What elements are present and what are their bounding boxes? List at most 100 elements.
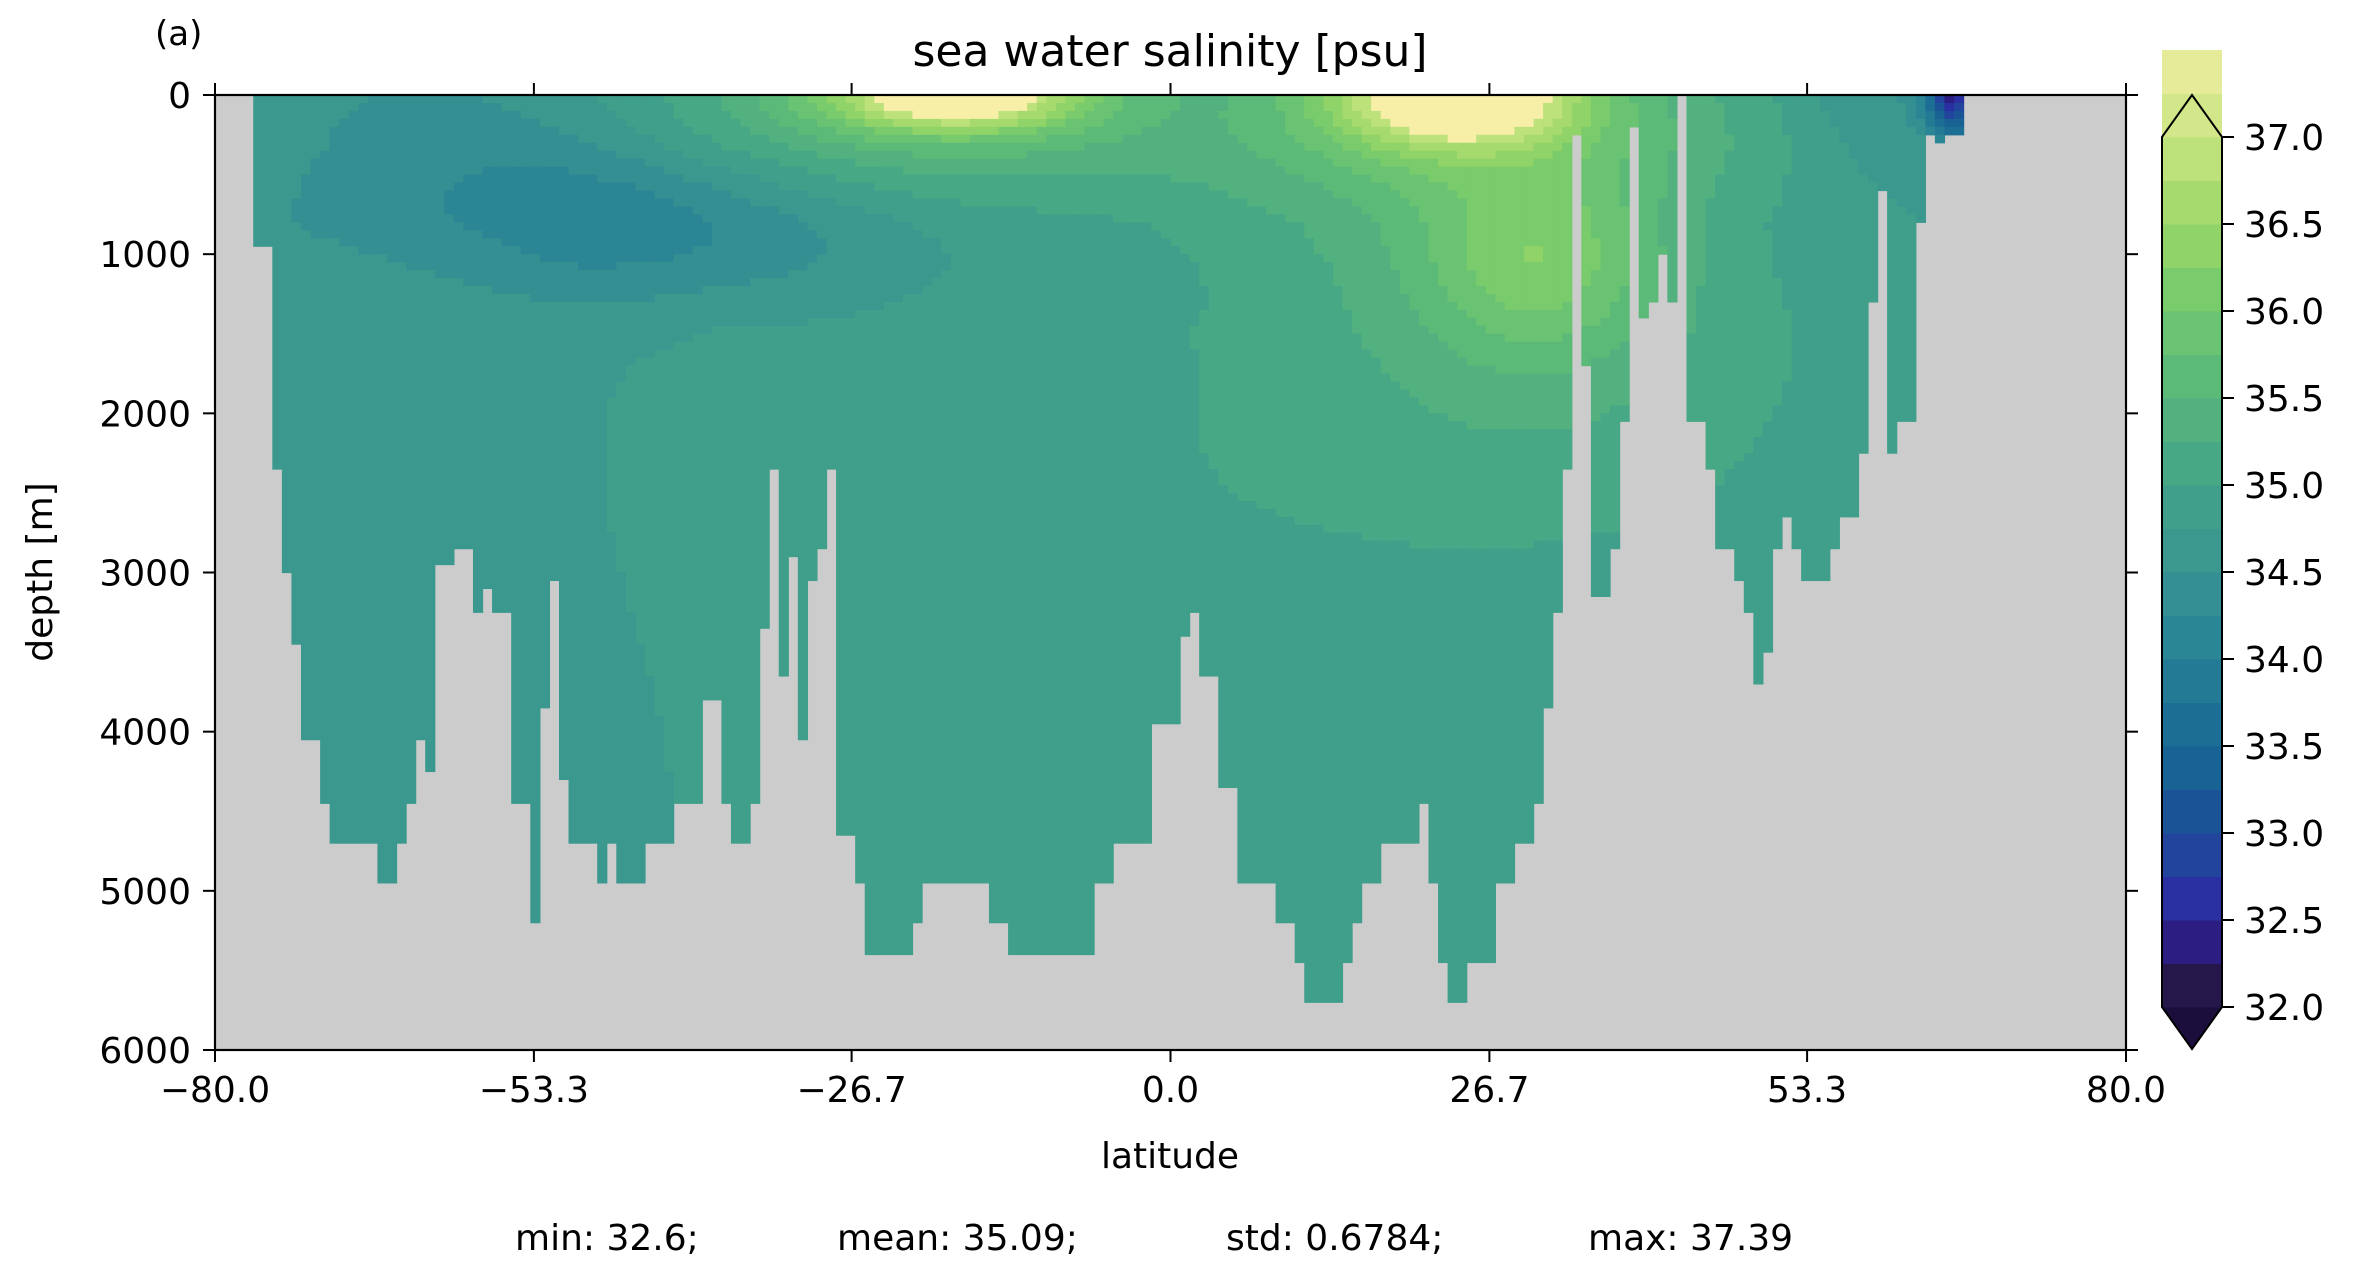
heatmap-cell — [1686, 333, 1697, 422]
heatmap-cell — [492, 166, 503, 239]
heatmap-cell — [912, 174, 923, 200]
stat-min: min: 32.6; — [515, 1218, 699, 1259]
heatmap-cell — [941, 118, 952, 128]
heatmap-cell — [1504, 341, 1516, 375]
heatmap-cell — [1887, 198, 1898, 454]
x-tick-label: −26.7 — [796, 1070, 906, 1111]
heatmap-cell — [358, 254, 369, 844]
heatmap-cell — [893, 301, 904, 956]
heatmap-cell — [1533, 540, 1544, 804]
heatmap-cell — [683, 206, 694, 255]
heatmap-cell — [893, 134, 904, 144]
heatmap-cell — [1715, 174, 1726, 486]
heatmap-cell — [1036, 118, 1047, 128]
heatmap-cell — [1342, 309, 1353, 534]
heatmap-cell — [1524, 373, 1535, 430]
heatmap-cell — [855, 110, 866, 120]
heatmap-cell — [1027, 126, 1038, 136]
heatmap-cell — [1762, 421, 1774, 653]
heatmap-cell — [683, 126, 694, 160]
heatmap-cell — [836, 95, 847, 112]
heatmap-cell — [606, 150, 617, 184]
heatmap-cell — [721, 286, 732, 327]
heatmap-cell — [1552, 118, 1563, 136]
heatmap-cell — [1600, 357, 1611, 414]
colorbar-swatch — [2162, 441, 2222, 486]
heatmap-cell — [826, 317, 837, 470]
heatmap-cell — [1600, 532, 1611, 597]
heatmap-cell — [1304, 238, 1315, 526]
heatmap-cell — [1189, 95, 1200, 184]
heatmap-cell — [1342, 95, 1353, 120]
heatmap-cell — [1438, 341, 1449, 414]
heatmap-cell — [1418, 325, 1430, 406]
heatmap-cell — [807, 118, 818, 136]
heatmap-cell — [1256, 508, 1267, 884]
heatmap-cell — [836, 142, 847, 160]
heatmap-cell — [1046, 150, 1057, 176]
heatmap-cell — [1409, 397, 1420, 550]
heatmap-cell — [1055, 134, 1066, 152]
heatmap-cell — [1141, 95, 1152, 128]
heatmap-cell — [1514, 429, 1525, 550]
heatmap-cell — [1514, 150, 1525, 168]
heatmap-cell — [1046, 126, 1057, 136]
heatmap-cell — [855, 95, 866, 112]
heatmap-cell — [472, 95, 484, 176]
colorbar-swatch — [2162, 833, 2222, 877]
heatmap-cell — [1008, 95, 1019, 112]
heatmap-cell — [597, 102, 608, 152]
heatmap-cell — [1017, 126, 1028, 136]
heatmap-cell — [855, 166, 866, 184]
heatmap-cell — [1103, 95, 1114, 120]
heatmap-cell — [386, 262, 398, 884]
heatmap-cell — [1122, 134, 1133, 176]
heatmap-cell — [1724, 150, 1735, 470]
heatmap-cell — [922, 134, 933, 144]
heatmap-cell — [816, 238, 828, 255]
heatmap-cell — [1132, 174, 1143, 223]
colorbar-swatch — [2162, 398, 2222, 442]
heatmap-cell — [969, 206, 980, 884]
heatmap-cell — [950, 198, 961, 884]
heatmap-cell — [1743, 95, 1754, 454]
heatmap-cell — [759, 158, 770, 184]
heatmap-cell — [1504, 429, 1516, 550]
heatmap-cell — [1428, 150, 1439, 160]
heatmap-cell — [692, 246, 703, 295]
heatmap-cell — [1275, 214, 1286, 518]
colorbar-under-triangle — [2162, 1007, 2222, 1049]
heatmap-cell — [1772, 278, 1783, 406]
heatmap-cell — [969, 95, 980, 120]
heatmap-cell — [482, 286, 493, 590]
heatmap-cell — [1438, 134, 1449, 144]
heatmap-cell — [893, 190, 904, 223]
heatmap-cell — [941, 95, 952, 120]
heatmap-cell — [1476, 365, 1487, 430]
heatmap-cell — [1017, 174, 1028, 208]
heatmap-cell — [1332, 166, 1344, 200]
heatmap-cell — [979, 174, 990, 208]
heatmap-cell — [998, 95, 1009, 112]
heatmap-cell — [816, 254, 828, 319]
heatmap-cell — [1524, 95, 1535, 128]
heatmap-cell — [1371, 357, 1382, 542]
heatmap-cell — [597, 150, 608, 184]
heatmap-cell — [1160, 238, 1172, 725]
heatmap-cell — [711, 166, 723, 192]
heatmap-cell — [816, 174, 828, 200]
heatmap-cell — [291, 222, 302, 645]
heatmap-cell — [1008, 142, 1019, 160]
heatmap-cell — [1399, 293, 1410, 391]
heatmap-cell — [482, 238, 493, 287]
heatmap-cell — [912, 118, 923, 128]
heatmap-cell — [1934, 102, 1946, 112]
heatmap-cell — [654, 198, 665, 263]
heatmap-cell — [1065, 110, 1076, 120]
heatmap-cell — [1466, 95, 1477, 144]
heatmap-cell — [644, 262, 656, 303]
heatmap-cell — [759, 206, 770, 279]
heatmap-cell — [1017, 134, 1028, 144]
heatmap-cell — [1218, 190, 1229, 486]
heatmap-cell — [597, 301, 608, 884]
